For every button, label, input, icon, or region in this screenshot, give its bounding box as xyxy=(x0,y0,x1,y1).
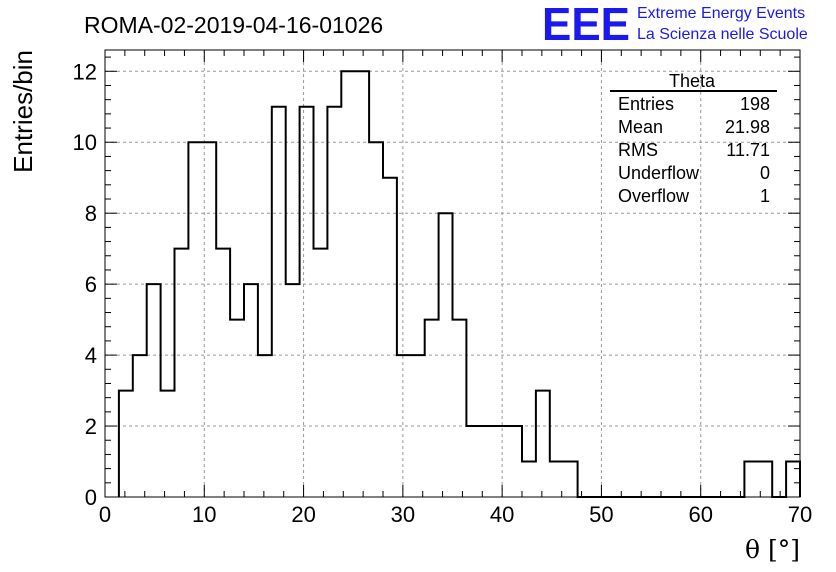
stats-box: Theta Entries 198 Mean 21.98 RMS 11.71 Underfl… xyxy=(610,71,777,206)
histogram-bin xyxy=(466,426,480,497)
y-tick-label: 0 xyxy=(85,485,97,510)
histogram-bin xyxy=(272,107,286,497)
y-tick-label: 10 xyxy=(73,130,97,155)
stats-row-value: 21.98 xyxy=(725,117,770,137)
x-tick-label: 0 xyxy=(99,502,111,527)
x-tick-label: 20 xyxy=(291,502,315,527)
histogram-bin xyxy=(425,320,439,497)
eee-logo: EEE Extreme Energy Events La Scienza nel… xyxy=(542,0,808,50)
histogram-bin xyxy=(230,320,244,497)
x-tick-label: 50 xyxy=(589,502,613,527)
y-tick-label: 8 xyxy=(85,201,97,226)
stats-row-value: 198 xyxy=(740,94,770,114)
histogram-bin xyxy=(536,391,550,497)
histogram-bin xyxy=(439,213,453,497)
x-tick-label: 70 xyxy=(788,502,812,527)
histogram-bin xyxy=(147,284,161,497)
grid-lines xyxy=(105,50,800,497)
plot-frame xyxy=(104,49,801,498)
histogram-bin xyxy=(216,249,230,497)
histogram-bin xyxy=(494,426,508,497)
stats-row-label: Underflow xyxy=(618,163,700,183)
y-tick-labels: 0 2 4 6 8 10 12 xyxy=(73,59,97,510)
histogram-bin xyxy=(175,249,189,497)
y-tick-label: 2 xyxy=(85,414,97,439)
histogram-bin xyxy=(480,426,494,497)
x-tick-label: 10 xyxy=(192,502,216,527)
histogram-bin xyxy=(383,178,397,497)
y-axis-label: Entries/bin xyxy=(8,50,38,173)
histogram-bin xyxy=(286,284,300,497)
eee-logo-text: EEE xyxy=(542,0,630,50)
stats-row-label: Overflow xyxy=(618,186,690,206)
histogram-bin xyxy=(522,462,536,497)
stats-row-value: 1 xyxy=(760,186,770,206)
stats-row-label: Entries xyxy=(618,94,674,114)
histogram-bin xyxy=(133,355,147,497)
histogram-bin xyxy=(453,320,467,497)
x-tick-label: 40 xyxy=(490,502,514,527)
stats-row-label: RMS xyxy=(618,140,658,160)
y-tick-label: 12 xyxy=(73,59,97,84)
histogram-bin xyxy=(300,107,314,497)
histogram-bin xyxy=(119,391,133,497)
logo-line-1: Extreme Energy Events xyxy=(637,5,805,22)
stats-box-title: Theta xyxy=(669,71,716,91)
chart-title: ROMA-02-2019-04-16-01026 xyxy=(84,12,383,38)
histogram-bin xyxy=(564,462,578,497)
histogram-bin xyxy=(188,142,202,497)
x-tick-label: 30 xyxy=(391,502,415,527)
histogram-bin xyxy=(161,391,175,497)
stats-row-label: Mean xyxy=(618,117,663,137)
histogram-bin xyxy=(327,107,341,497)
histogram-bin xyxy=(786,462,800,497)
x-tick-labels: 0 10 20 30 40 50 60 70 xyxy=(99,502,812,527)
y-tick-label: 6 xyxy=(85,272,97,297)
histogram-bin xyxy=(369,142,383,497)
histogram-bin xyxy=(397,355,411,497)
x-axis-label: θ [°] xyxy=(745,535,800,564)
x-tick-label: 60 xyxy=(688,502,712,527)
stats-row-value: 0 xyxy=(760,163,770,183)
y-tick-label: 4 xyxy=(85,343,97,368)
histogram-bin xyxy=(314,249,328,497)
stats-row-value: 11.71 xyxy=(726,140,770,160)
histogram-bin xyxy=(244,284,258,497)
logo-line-2: La Scienza nelle Scuole xyxy=(637,26,808,43)
axis-ticks xyxy=(104,50,801,498)
histogram-bin xyxy=(508,426,522,497)
histogram-bin xyxy=(744,462,758,497)
